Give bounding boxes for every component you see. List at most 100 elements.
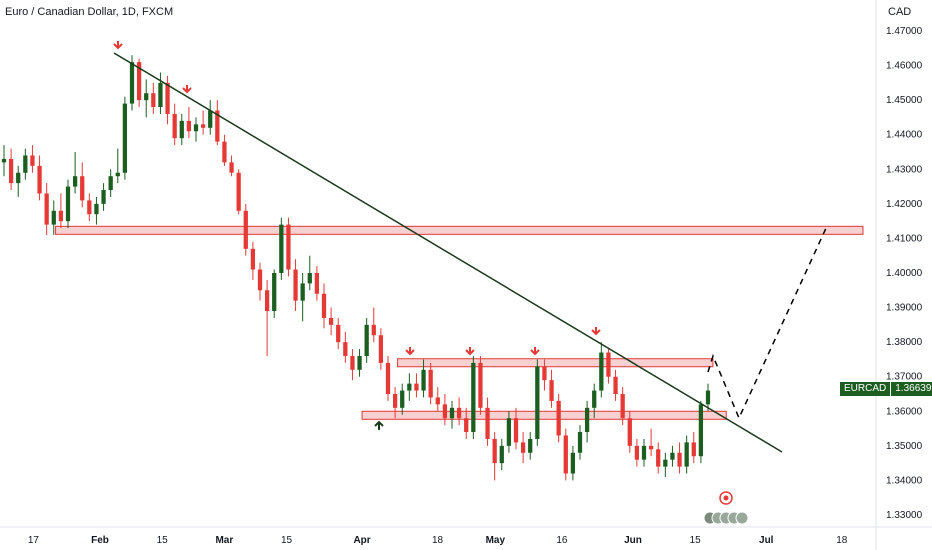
candle-body	[549, 380, 554, 401]
candle-body	[236, 172, 241, 211]
candle-body	[44, 193, 49, 225]
projection-path	[707, 225, 828, 420]
candle-body	[449, 407, 455, 419]
candle-body	[691, 442, 696, 457]
y-tick-label: 1.40000	[886, 268, 923, 279]
candle-body	[151, 93, 156, 108]
candle-body	[58, 210, 64, 222]
candle-body	[670, 452, 675, 460]
y-tick-label: 1.37000	[886, 372, 923, 383]
sr-zone	[361, 410, 727, 420]
candle-body	[144, 93, 149, 101]
candle-body	[513, 418, 519, 443]
candle-body	[343, 342, 348, 356]
candle-body	[8, 158, 14, 184]
candle-body	[584, 407, 590, 433]
candle-body	[243, 210, 248, 249]
earnings-icon	[735, 511, 749, 525]
x-tick-label: 18	[432, 535, 444, 546]
candle-body	[684, 442, 689, 467]
candle-body	[428, 369, 433, 398]
candle-body	[193, 124, 199, 132]
candle-body	[314, 273, 320, 294]
candle-body	[208, 110, 213, 128]
price-badge-value: 1.36639	[890, 382, 932, 396]
candle-body	[321, 293, 327, 318]
candle-body	[499, 445, 504, 464]
y-tick-label: 1.36000	[886, 406, 923, 417]
y-tick-label: 1.47000	[886, 26, 923, 37]
sr-zone	[55, 225, 864, 235]
candle-body	[87, 200, 92, 215]
sell-arrow-icon	[465, 347, 475, 356]
y-tick-label: 1.34000	[886, 475, 923, 486]
candle-body	[492, 438, 497, 464]
candle-body	[179, 120, 184, 139]
candle-body	[421, 369, 426, 391]
candle-body	[577, 432, 583, 453]
y-tick-label: 1.46000	[886, 61, 923, 72]
candle-body	[556, 400, 561, 436]
candle-body	[634, 445, 640, 460]
candle-body	[229, 162, 234, 173]
candle-body	[307, 273, 312, 284]
currency-label: CAD	[888, 6, 912, 18]
candle-body	[392, 394, 398, 408]
candle-body	[72, 176, 78, 187]
candle-body	[364, 324, 369, 356]
sell-arrow-icon	[182, 85, 192, 94]
y-tick-label: 1.39000	[886, 303, 923, 314]
sell-arrow-icon	[591, 327, 601, 336]
candle-body	[158, 82, 163, 108]
candle-body	[414, 383, 419, 391]
candle-body	[215, 110, 220, 142]
candle-body	[293, 269, 298, 301]
candle-body	[101, 190, 106, 204]
event-flag-dot	[723, 495, 729, 501]
candle-body	[641, 445, 647, 460]
candle-body	[435, 397, 440, 405]
candle-body	[613, 376, 618, 394]
candle-body	[471, 362, 476, 433]
candle-body	[115, 172, 120, 177]
candle-body	[698, 404, 704, 457]
candle-body	[222, 141, 227, 163]
candle-body	[279, 224, 284, 273]
candle-body	[51, 210, 56, 225]
candle-body	[535, 366, 540, 439]
x-tick-label: Apr	[353, 535, 370, 546]
candle-body	[442, 404, 448, 419]
candle-body	[378, 335, 384, 363]
candle-body	[272, 273, 277, 312]
candle-body	[23, 155, 28, 173]
candle-body	[485, 407, 490, 439]
buy-arrow-icon	[374, 420, 384, 430]
candle-body	[592, 390, 597, 408]
x-tick-label: 16	[556, 535, 568, 546]
candle-body	[94, 203, 99, 215]
chart-title: Euro / Canadian Dollar, 1D, FXCM	[5, 6, 174, 18]
candle-body	[478, 362, 483, 408]
candle-body	[1, 158, 7, 163]
candle-body	[200, 124, 206, 128]
candle-body	[80, 176, 85, 201]
candle-body	[506, 418, 512, 446]
x-tick-label: Feb	[91, 535, 109, 546]
y-tick-label: 1.45000	[886, 95, 923, 106]
candle-body	[620, 394, 625, 419]
candle-body	[336, 324, 341, 343]
candle-body	[464, 418, 469, 433]
candle-body	[627, 418, 632, 446]
x-tick-label: 18	[836, 535, 848, 546]
candle-body	[677, 452, 682, 467]
candle-body	[172, 113, 177, 139]
candle-body	[400, 390, 405, 408]
candle-body	[520, 442, 526, 453]
candle-body	[606, 352, 611, 377]
candle-body	[129, 62, 135, 104]
price-badge-symbol: EURCAD	[840, 382, 891, 396]
candle-body	[286, 224, 291, 270]
candle-body	[16, 172, 21, 184]
